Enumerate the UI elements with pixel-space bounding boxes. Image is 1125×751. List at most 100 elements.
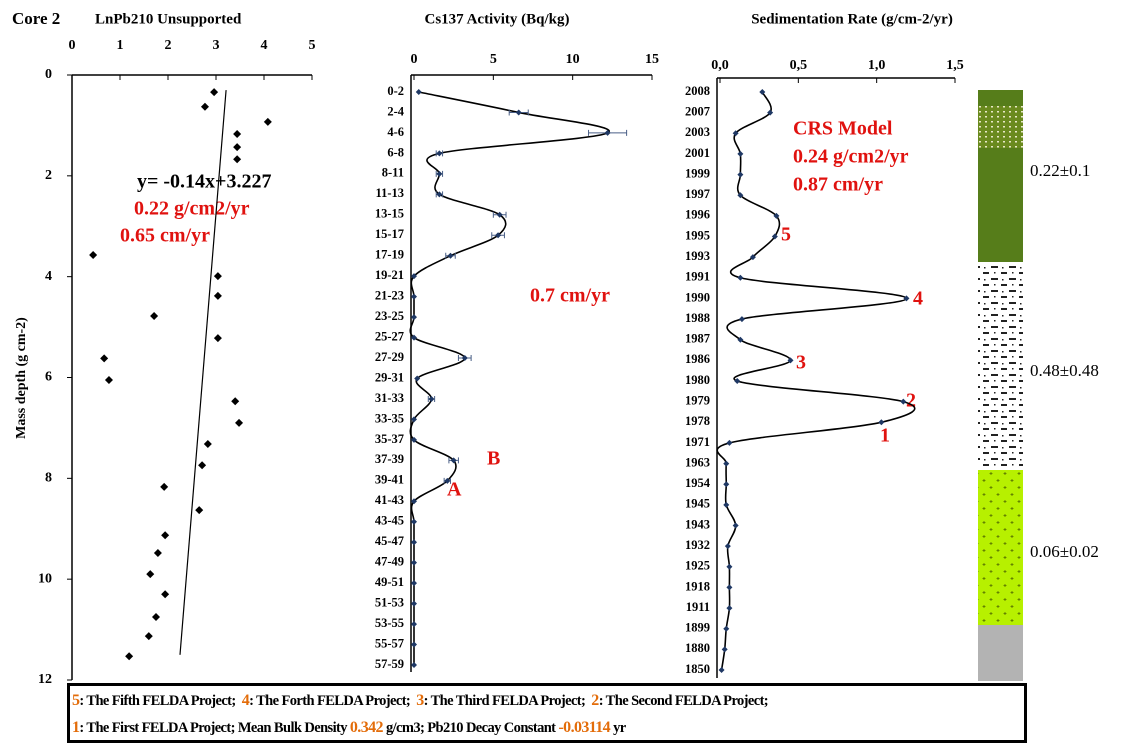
data-point [152, 612, 160, 621]
data-point [233, 143, 242, 152]
chart-title: Sedimentation Rate (g/cm-2/yr) [751, 11, 953, 27]
lithology-column [978, 90, 1023, 681]
annotation: 0.65 cm/yr [120, 225, 210, 247]
data-point [903, 295, 910, 302]
y-tick-label: 2 [45, 168, 52, 183]
x-tick-label: 5 [309, 38, 316, 53]
data-point [100, 354, 109, 363]
y-tick-label: 1991 [685, 270, 710, 284]
y-tick-label: 15-17 [375, 227, 404, 241]
data-point [150, 311, 159, 320]
data-point [231, 397, 240, 406]
x-tick-label: 1,0 [868, 58, 886, 73]
core-label: Core 2 [12, 9, 60, 28]
layer [978, 148, 1023, 262]
y-tick-label: 1988 [685, 311, 710, 325]
footer-key: 0.342 [349, 719, 384, 736]
footer-text: : The Forth FELDA Project; [249, 693, 417, 709]
data-point [436, 170, 443, 177]
y-tick-label: 8 [45, 471, 52, 486]
y-tick-label: 17-19 [375, 248, 404, 262]
footer-text: : The Fifth FELDA Project; [79, 693, 242, 709]
x-tick-label: 0,0 [711, 58, 729, 73]
data-point [878, 419, 885, 426]
data-point [495, 232, 502, 239]
x-tick-label: 1 [117, 38, 124, 53]
layer [978, 625, 1023, 681]
data-point [749, 254, 756, 261]
y-tick-label: 2001 [685, 146, 710, 160]
annotation: 0.87 cm/yr [793, 174, 883, 196]
y-tick-label: 6-8 [387, 145, 404, 159]
y-tick-label: 1954 [685, 476, 711, 490]
y-tick-label: 1986 [685, 352, 710, 366]
y-tick-label: 10 [38, 571, 52, 586]
y-tick-label: 1980 [685, 373, 710, 387]
y-tick-label: 39-41 [375, 473, 404, 487]
data-point [436, 150, 443, 157]
y-tick-label: 2008 [685, 84, 710, 98]
data-point [195, 506, 204, 515]
annotation: 3 [796, 352, 806, 374]
x-tick-label: 15 [645, 52, 659, 67]
y-tick-label: 13-15 [375, 207, 404, 221]
chart-title: Cs137 Activity (Bq/kg) [424, 11, 569, 27]
y-tick-label: 1899 [685, 621, 710, 635]
y-axis-label: Mass depth (g cm-2) [14, 317, 29, 439]
data-point [723, 501, 730, 508]
data-point [724, 543, 731, 550]
y-tick-label: 2007 [685, 105, 710, 119]
footer-key: 2 [591, 692, 599, 709]
data-point [723, 481, 730, 488]
data-point [444, 477, 451, 484]
footer-key: 1 [72, 719, 80, 736]
layer-label: 0.48±0.48 [1030, 361, 1099, 380]
x-tick-label: 0 [69, 38, 76, 53]
y-tick-label: 37-39 [375, 452, 404, 466]
annotation: 5 [781, 224, 791, 246]
data-point [411, 498, 417, 505]
data-point [144, 632, 153, 641]
layer [978, 470, 1023, 625]
x-tick-label: 0,5 [790, 58, 808, 73]
footer-box: 5: The Fifth FELDA Project; 4: The Forth… [67, 683, 1027, 743]
y-tick-label: 1911 [686, 600, 710, 614]
data-point [723, 625, 730, 632]
y-tick-label: 55-57 [375, 636, 404, 650]
data-point [428, 395, 435, 402]
data-point [732, 130, 739, 137]
data-point [411, 273, 417, 280]
y-tick-label: 23-25 [375, 309, 404, 323]
data-point [203, 440, 212, 449]
annotation: CRS Model [793, 118, 893, 140]
data-point [411, 293, 417, 300]
data-point [411, 641, 417, 648]
y-tick-label: 1971 [685, 435, 710, 449]
data-point [146, 570, 155, 579]
data-point [200, 102, 209, 111]
y-tick-label: 25-27 [375, 329, 404, 343]
y-tick-label: 2003 [685, 125, 710, 139]
annotation: 0.24 g/cm2/yr [793, 146, 909, 168]
y-tick-label: 1963 [685, 455, 710, 469]
data-point [737, 171, 744, 178]
data-point [447, 252, 454, 259]
x-tick-label: 10 [566, 52, 580, 67]
y-tick-label: 1999 [685, 166, 710, 180]
data-point [411, 518, 417, 525]
data-point [900, 398, 907, 405]
y-tick-label: 1932 [685, 538, 710, 552]
data-point [125, 652, 134, 661]
annotation: B [487, 448, 500, 470]
data-point [496, 211, 503, 218]
data-point [726, 439, 733, 446]
y-tick-label: 6 [45, 370, 52, 385]
data-point [718, 667, 725, 673]
fit-line [179, 90, 227, 655]
footer-key: -0.03114 [558, 719, 611, 736]
footer-text: g/cm3; Pb210 Decay Constant [382, 720, 559, 736]
y-tick-label: 1925 [685, 559, 710, 573]
footer-key: 5 [72, 692, 80, 709]
data-point [737, 192, 744, 199]
